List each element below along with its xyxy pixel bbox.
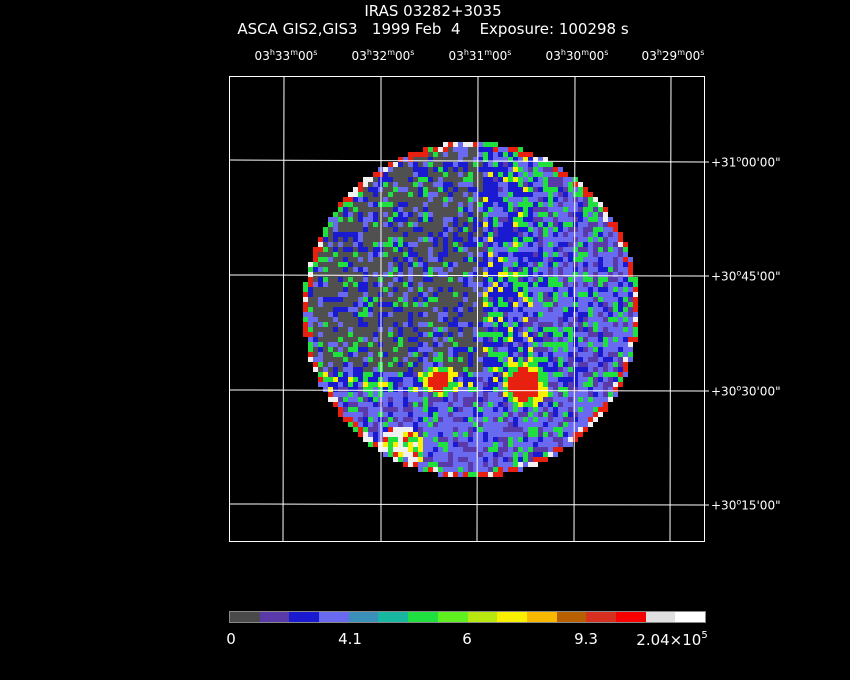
title-instrument: ASCA GIS2,GIS3 — [237, 20, 358, 38]
colorbar-swatch — [230, 612, 260, 622]
colorbar-swatch — [615, 612, 646, 622]
dec-label: +31o00'00" — [711, 154, 781, 170]
colorbar-swatch — [289, 612, 320, 622]
colorbar-tick-1: 4.1 — [338, 630, 362, 648]
ra-label: 03h31m00s — [448, 48, 512, 63]
colorbar-swatch — [378, 612, 409, 622]
colorbar — [229, 611, 706, 623]
colorbar-swatch — [556, 612, 587, 622]
colorbar-swatch — [645, 612, 676, 622]
title-observation: ASCA GIS2,GIS3 1999 Feb 4 Exposure: 1002… — [8, 20, 850, 38]
colorbar-max-label: 2.04×105 — [636, 630, 708, 649]
colorbar-swatch — [467, 612, 498, 622]
ra-label: 03h33m00s — [254, 48, 318, 63]
colorbar-swatch — [348, 612, 379, 622]
colorbar-swatch — [259, 612, 290, 622]
colorbar-tick-0: 0 — [226, 630, 236, 648]
colorbar-swatch — [675, 612, 705, 622]
colorbar-tick-2: 6 — [462, 630, 472, 648]
dec-label: +30o15'00" — [711, 497, 781, 513]
colorbar-swatch — [497, 612, 527, 622]
ra-label: 03h32m00s — [351, 48, 415, 63]
colorbar-tick-3: 9.3 — [574, 630, 598, 648]
dec-label: +30o45'00" — [711, 268, 781, 284]
title-target: IRAS 03282+3035 — [364, 2, 502, 20]
ra-label: 03h29m00s — [641, 48, 705, 63]
colorbar-swatch — [526, 612, 557, 622]
colorbar-swatch — [319, 612, 349, 622]
colorbar-swatch — [586, 612, 616, 622]
dec-label: +30o30'00" — [711, 383, 781, 399]
colorbar-swatch — [437, 612, 468, 622]
title-exposure: Exposure: 100298 s — [479, 20, 629, 38]
image-frame — [229, 76, 705, 542]
title-date: 1999 Feb 4 — [371, 20, 461, 38]
coordinate-grid — [228, 75, 709, 543]
ra-label: 03h30m00s — [545, 48, 609, 63]
colorbar-swatch — [408, 612, 438, 622]
